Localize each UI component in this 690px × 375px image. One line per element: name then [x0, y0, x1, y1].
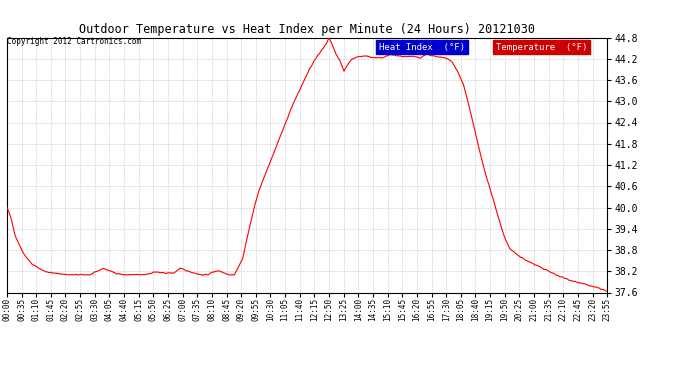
- Text: Heat Index  (°F): Heat Index (°F): [379, 43, 465, 52]
- Text: Temperature  (°F): Temperature (°F): [496, 43, 587, 52]
- Text: Copyright 2012 Cartronics.com: Copyright 2012 Cartronics.com: [7, 38, 141, 46]
- Title: Outdoor Temperature vs Heat Index per Minute (24 Hours) 20121030: Outdoor Temperature vs Heat Index per Mi…: [79, 23, 535, 36]
